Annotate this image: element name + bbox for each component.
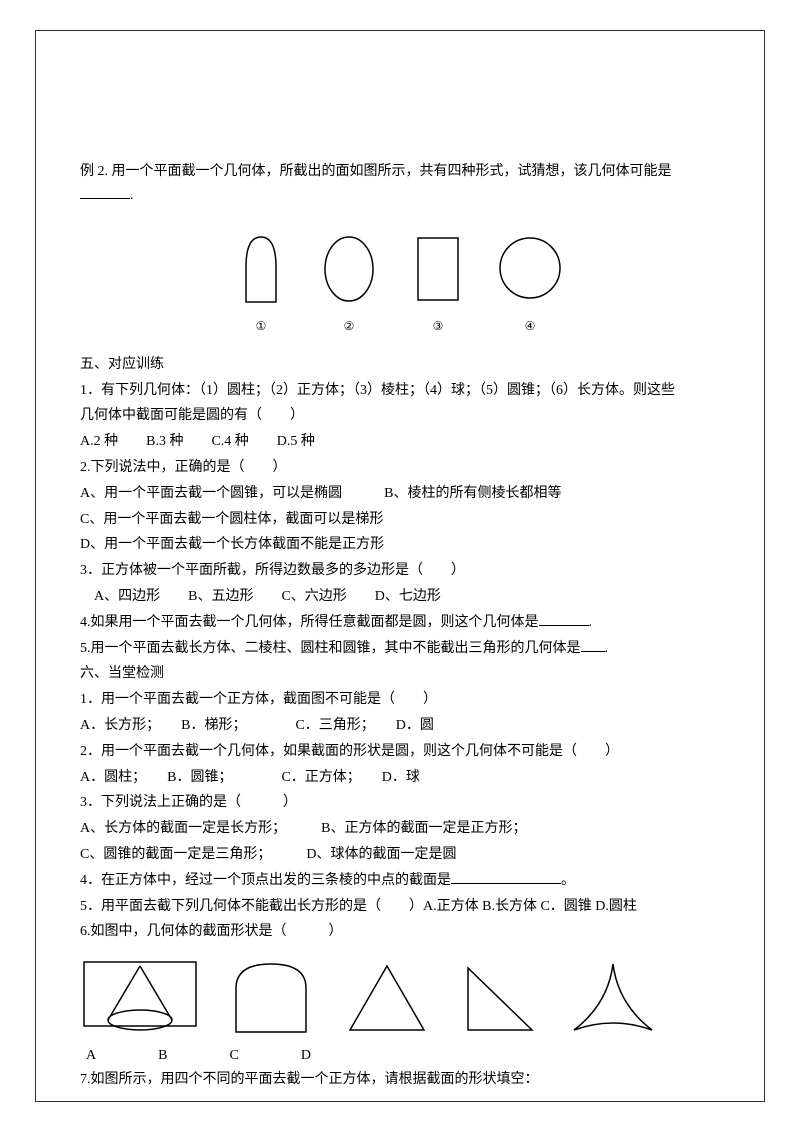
answer-label-d: D: [301, 1044, 311, 1068]
s5-q5-blank: [581, 651, 605, 652]
s6-q1-options: A．长方形； B．梯形； C．三角形； D．圆: [80, 714, 720, 738]
s5-q3-line1: 3．正方体被一个平面所截，所得边数最多的多边形是（ ）: [80, 559, 720, 583]
s5-q2-optC: C、用一个平面去截一个圆柱体，截面可以是梯形: [80, 508, 720, 532]
s6-q3-line1: 3．下列说法上正确的是（ ）: [80, 791, 720, 815]
answer-label-a: A: [86, 1044, 96, 1068]
figure-4: ④: [496, 232, 564, 337]
s6-q7: 7.如图所示，用四个不同的平面去截一个正方体，请根据截面的形状填空：: [80, 1068, 720, 1092]
triangle-icon: [342, 958, 432, 1038]
s6-q1-line1: 1．用一个平面去截一个正方体，截面图不可能是（ ）: [80, 688, 720, 712]
s6-q4: 4．在正方体中，经过一个顶点出发的三条棱的中点的截面是 。: [80, 869, 720, 893]
section-5-title: 五、对应训练: [80, 353, 720, 377]
s5-q3-options: A、四边形 B、五边形 C、六边形 D、七边形: [80, 585, 720, 609]
s5-q2-optB: B、棱柱的所有侧棱长都相等: [384, 486, 561, 501]
s5-q5-text: 5.用一个平面去截长方体、二棱柱、圆柱和圆锥，其中不能截出三角形的几何体是: [80, 641, 581, 656]
bullet-shape-icon: [236, 232, 286, 304]
s6-q6-answer-labels: A B C D: [86, 1044, 720, 1068]
figure-1: ①: [236, 232, 286, 337]
figure-3: ③: [412, 232, 464, 337]
example-2-text: 例 2. 用一个平面截一个几何体，所截出的面如图所示，共有四种形式，试猜想，该几…: [80, 160, 720, 208]
s6-q5: 5．用平面去截下列几何体不能截出长方形的是（ ）A.正方体 B.长方体 C．圆锥…: [80, 895, 720, 919]
s5-q2-line1: 2.下列说法中，正确的是（ ）: [80, 456, 720, 480]
s6-q2-line1: 2．用一个平面去截一个几何体，如果截面的形状是圆，则这个几何体不可能是（ ）: [80, 740, 720, 764]
rectangle-icon: [412, 232, 464, 304]
s5-q2-optD: D、用一个平面去截一个长方体截面不能是正方形: [80, 533, 720, 557]
document-content: 例 2. 用一个平面截一个几何体，所截出的面如图所示，共有四种形式，试猜想，该几…: [80, 160, 720, 1094]
s6-q3-optB: B、正方体的截面一定是正方形；: [321, 821, 526, 836]
s5-q4-suffix: .: [589, 615, 593, 630]
s5-q1-line2: 几何体中截面可能是圆的有（ ）: [80, 404, 720, 428]
example-2-figures: ① ② ③ ④: [80, 232, 720, 337]
s6-q3-optCD: C、圆锥的截面一定是三角形； D、球体的截面一定是圆: [80, 843, 720, 867]
s6-q3-optAB: A、长方体的截面一定是长方形； B、正方体的截面一定是正方形；: [80, 817, 720, 841]
s6-q4-before: 4．在正方体中，经过一个顶点出发的三条棱的中点的截面是: [80, 873, 451, 888]
example-2-suffix: .: [130, 188, 134, 203]
arch-shape-icon: [228, 958, 314, 1038]
s6-q3-optC: C、圆锥的截面一定是三角形；: [80, 847, 264, 862]
example-2-body: 例 2. 用一个平面截一个几何体，所截出的面如图所示，共有四种形式，试猜想，该几…: [80, 164, 672, 179]
s5-q4-blank: [539, 625, 589, 626]
right-triangle-icon: [460, 958, 540, 1038]
s5-q4-text: 4.如果用一个平面去截一个几何体，所得任意截面都是圆，则这个几何体是: [80, 615, 539, 630]
figure-1-label: ①: [236, 316, 286, 336]
concave-star-icon: [568, 958, 658, 1038]
s6-q2-options: A．圆柱； B．圆锥； C．正方体； D．球: [80, 766, 720, 790]
figure-2: ②: [318, 232, 380, 337]
s5-q4: 4.如果用一个平面去截一个几何体，所得任意截面都是圆，则这个几何体是.: [80, 611, 720, 635]
circle-icon: [496, 232, 564, 304]
s5-q2-optA-B: A、用一个平面去截一个圆锥，可以是椭圆 B、棱柱的所有侧棱长都相等: [80, 482, 720, 506]
s5-q2-optA: A、用一个平面去截一个圆锥，可以是椭圆: [80, 486, 342, 501]
s5-q5: 5.用一个平面去截长方体、二棱柱、圆柱和圆锥，其中不能截出三角形的几何体是.: [80, 637, 720, 661]
s6-q4-blank: [451, 883, 561, 884]
s5-q1-line1: 1．有下列几何体：（1）圆柱；（2）正方体；（3）棱柱；（4）球；（5）圆锥；（…: [80, 379, 720, 403]
s6-q6: 6.如图中，几何体的截面形状是（ ）: [80, 920, 720, 944]
figure-4-label: ④: [496, 316, 564, 336]
s5-q5-suffix: .: [605, 641, 609, 656]
answer-label-b: B: [158, 1044, 167, 1068]
example-2-blank: [80, 198, 130, 199]
s6-q6-shapes: [80, 958, 720, 1038]
s6-q3-optA: A、长方体的截面一定是长方形；: [80, 821, 279, 836]
cone-in-rect-icon: [80, 958, 200, 1038]
section-6-title: 六、当堂检测: [80, 662, 720, 686]
s6-q4-after: 。: [561, 873, 575, 888]
answer-label-c: C: [229, 1044, 238, 1068]
s5-q1-options: A.2 种 B.3 种 C.4 种 D.5 种: [80, 430, 720, 454]
figure-2-label: ②: [318, 316, 380, 336]
s6-q3-optD: D、球体的截面一定是圆: [306, 847, 456, 862]
figure-3-label: ③: [412, 316, 464, 336]
ellipse-icon: [318, 232, 380, 304]
